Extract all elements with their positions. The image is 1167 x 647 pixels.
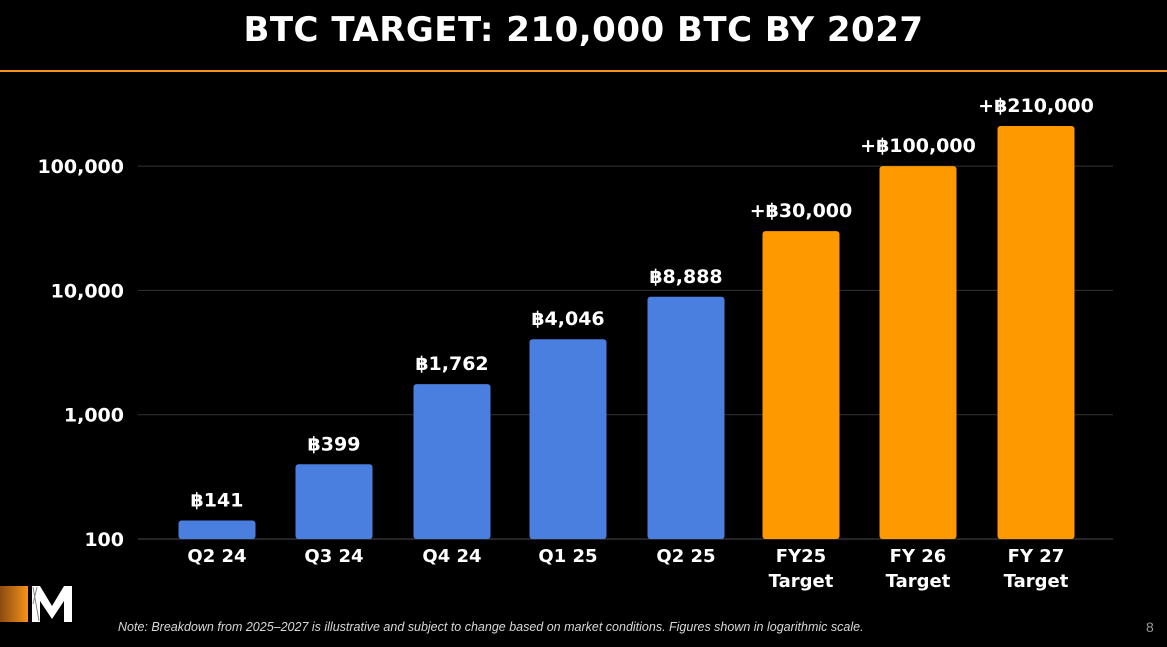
page-number: 8 (1146, 619, 1154, 635)
data-label: ฿8,888 (649, 266, 722, 288)
x-tick-label: Q1 25 (538, 546, 597, 567)
y-tick-label: 10,000 (51, 280, 124, 302)
x-tick-label: Q2 24 (187, 546, 246, 567)
y-tick-label: 100 (84, 529, 124, 551)
bar (997, 126, 1075, 539)
x-tick-label: FY 27 (1008, 546, 1065, 567)
m-logo-icon (0, 586, 72, 622)
data-label: +฿100,000 (860, 135, 976, 157)
bar (295, 464, 373, 539)
y-tick-label: 1,000 (64, 405, 124, 427)
title-divider (0, 70, 1167, 72)
page-title: BTC TARGET: 210,000 BTC BY 2027 (243, 10, 924, 50)
data-label: ฿141 (191, 489, 244, 511)
data-label: ฿399 (308, 433, 361, 455)
x-tick-label: Q3 24 (304, 546, 363, 567)
x-tick-label: Target (1004, 571, 1069, 592)
bar (762, 231, 840, 540)
x-tick-label: Target (769, 571, 834, 592)
x-tick-label: FY 26 (890, 546, 947, 567)
data-label: ฿4,046 (531, 308, 604, 330)
data-label: +฿210,000 (978, 95, 1094, 117)
bar (413, 384, 491, 539)
data-label: +฿30,000 (750, 200, 852, 222)
y-tick-label: 100,000 (37, 156, 124, 178)
x-tick-label: Target (886, 571, 951, 592)
bar (178, 520, 256, 539)
bar (529, 339, 607, 539)
x-tick-label: FY25 (776, 546, 826, 567)
x-tick-label: Q2 25 (656, 546, 715, 567)
bar (647, 296, 725, 539)
footnote: Note: Breakdown from 2025–2027 is illust… (118, 620, 864, 634)
data-label: ฿1,762 (415, 353, 488, 375)
x-tick-label: Q4 24 (422, 546, 481, 567)
bar (879, 166, 957, 539)
